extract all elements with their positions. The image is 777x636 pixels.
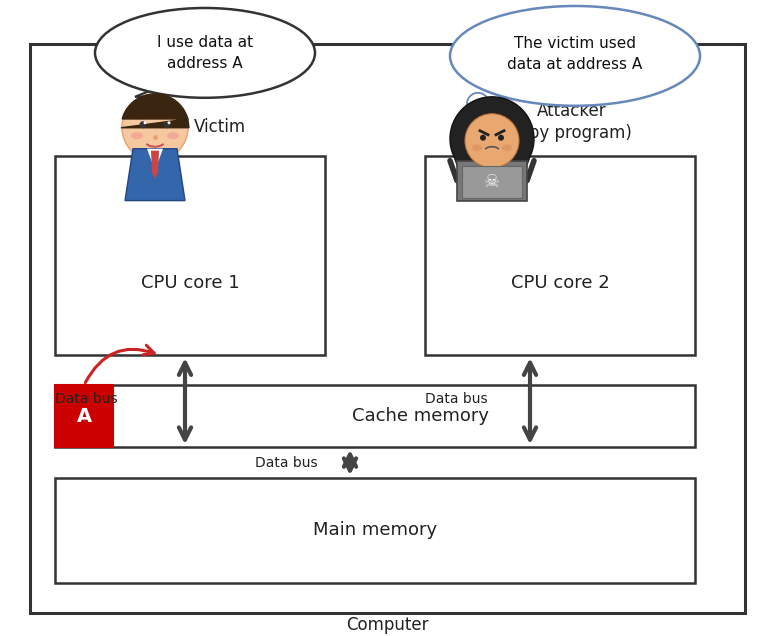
Text: Main memory: Main memory (313, 521, 437, 539)
Text: Data bus: Data bus (425, 392, 488, 406)
Ellipse shape (95, 8, 315, 98)
Ellipse shape (140, 121, 147, 128)
Circle shape (450, 97, 534, 181)
Ellipse shape (163, 121, 170, 128)
Text: CPU core 1: CPU core 1 (141, 274, 239, 293)
Ellipse shape (498, 135, 504, 141)
Text: Data bus: Data bus (255, 456, 318, 470)
Circle shape (467, 93, 489, 114)
Circle shape (465, 114, 519, 168)
Polygon shape (135, 83, 170, 97)
Ellipse shape (480, 135, 486, 141)
Ellipse shape (167, 132, 179, 139)
Bar (425, 156, 695, 356)
Ellipse shape (131, 132, 143, 139)
Polygon shape (454, 158, 530, 181)
Bar (55, 385, 695, 447)
Text: Computer: Computer (346, 616, 428, 633)
Circle shape (122, 95, 188, 161)
Bar (30, 44, 745, 612)
Bar (457, 161, 527, 200)
Text: A: A (76, 406, 92, 425)
Ellipse shape (450, 6, 700, 106)
Bar (55, 478, 695, 583)
Circle shape (462, 129, 472, 140)
Polygon shape (151, 151, 159, 179)
Polygon shape (121, 94, 189, 128)
Ellipse shape (502, 144, 512, 151)
Polygon shape (125, 149, 185, 200)
Text: ☠: ☠ (484, 172, 500, 191)
Text: Cache memory: Cache memory (351, 407, 489, 425)
Circle shape (168, 121, 170, 124)
Bar (462, 165, 522, 198)
Ellipse shape (472, 144, 482, 151)
Circle shape (464, 113, 480, 128)
Bar (55, 385, 113, 447)
Text: Data bus: Data bus (55, 392, 117, 406)
Text: I use data at
address A: I use data at address A (157, 35, 253, 71)
Text: Victim: Victim (194, 118, 246, 135)
Bar (55, 156, 325, 356)
Text: The victim used
data at address A: The victim used data at address A (507, 36, 643, 72)
Bar (148, 135, 162, 149)
Circle shape (144, 121, 147, 124)
Text: CPU core 2: CPU core 2 (510, 274, 609, 293)
Text: Attacker
(Spy program): Attacker (Spy program) (512, 102, 632, 142)
Polygon shape (147, 149, 163, 170)
